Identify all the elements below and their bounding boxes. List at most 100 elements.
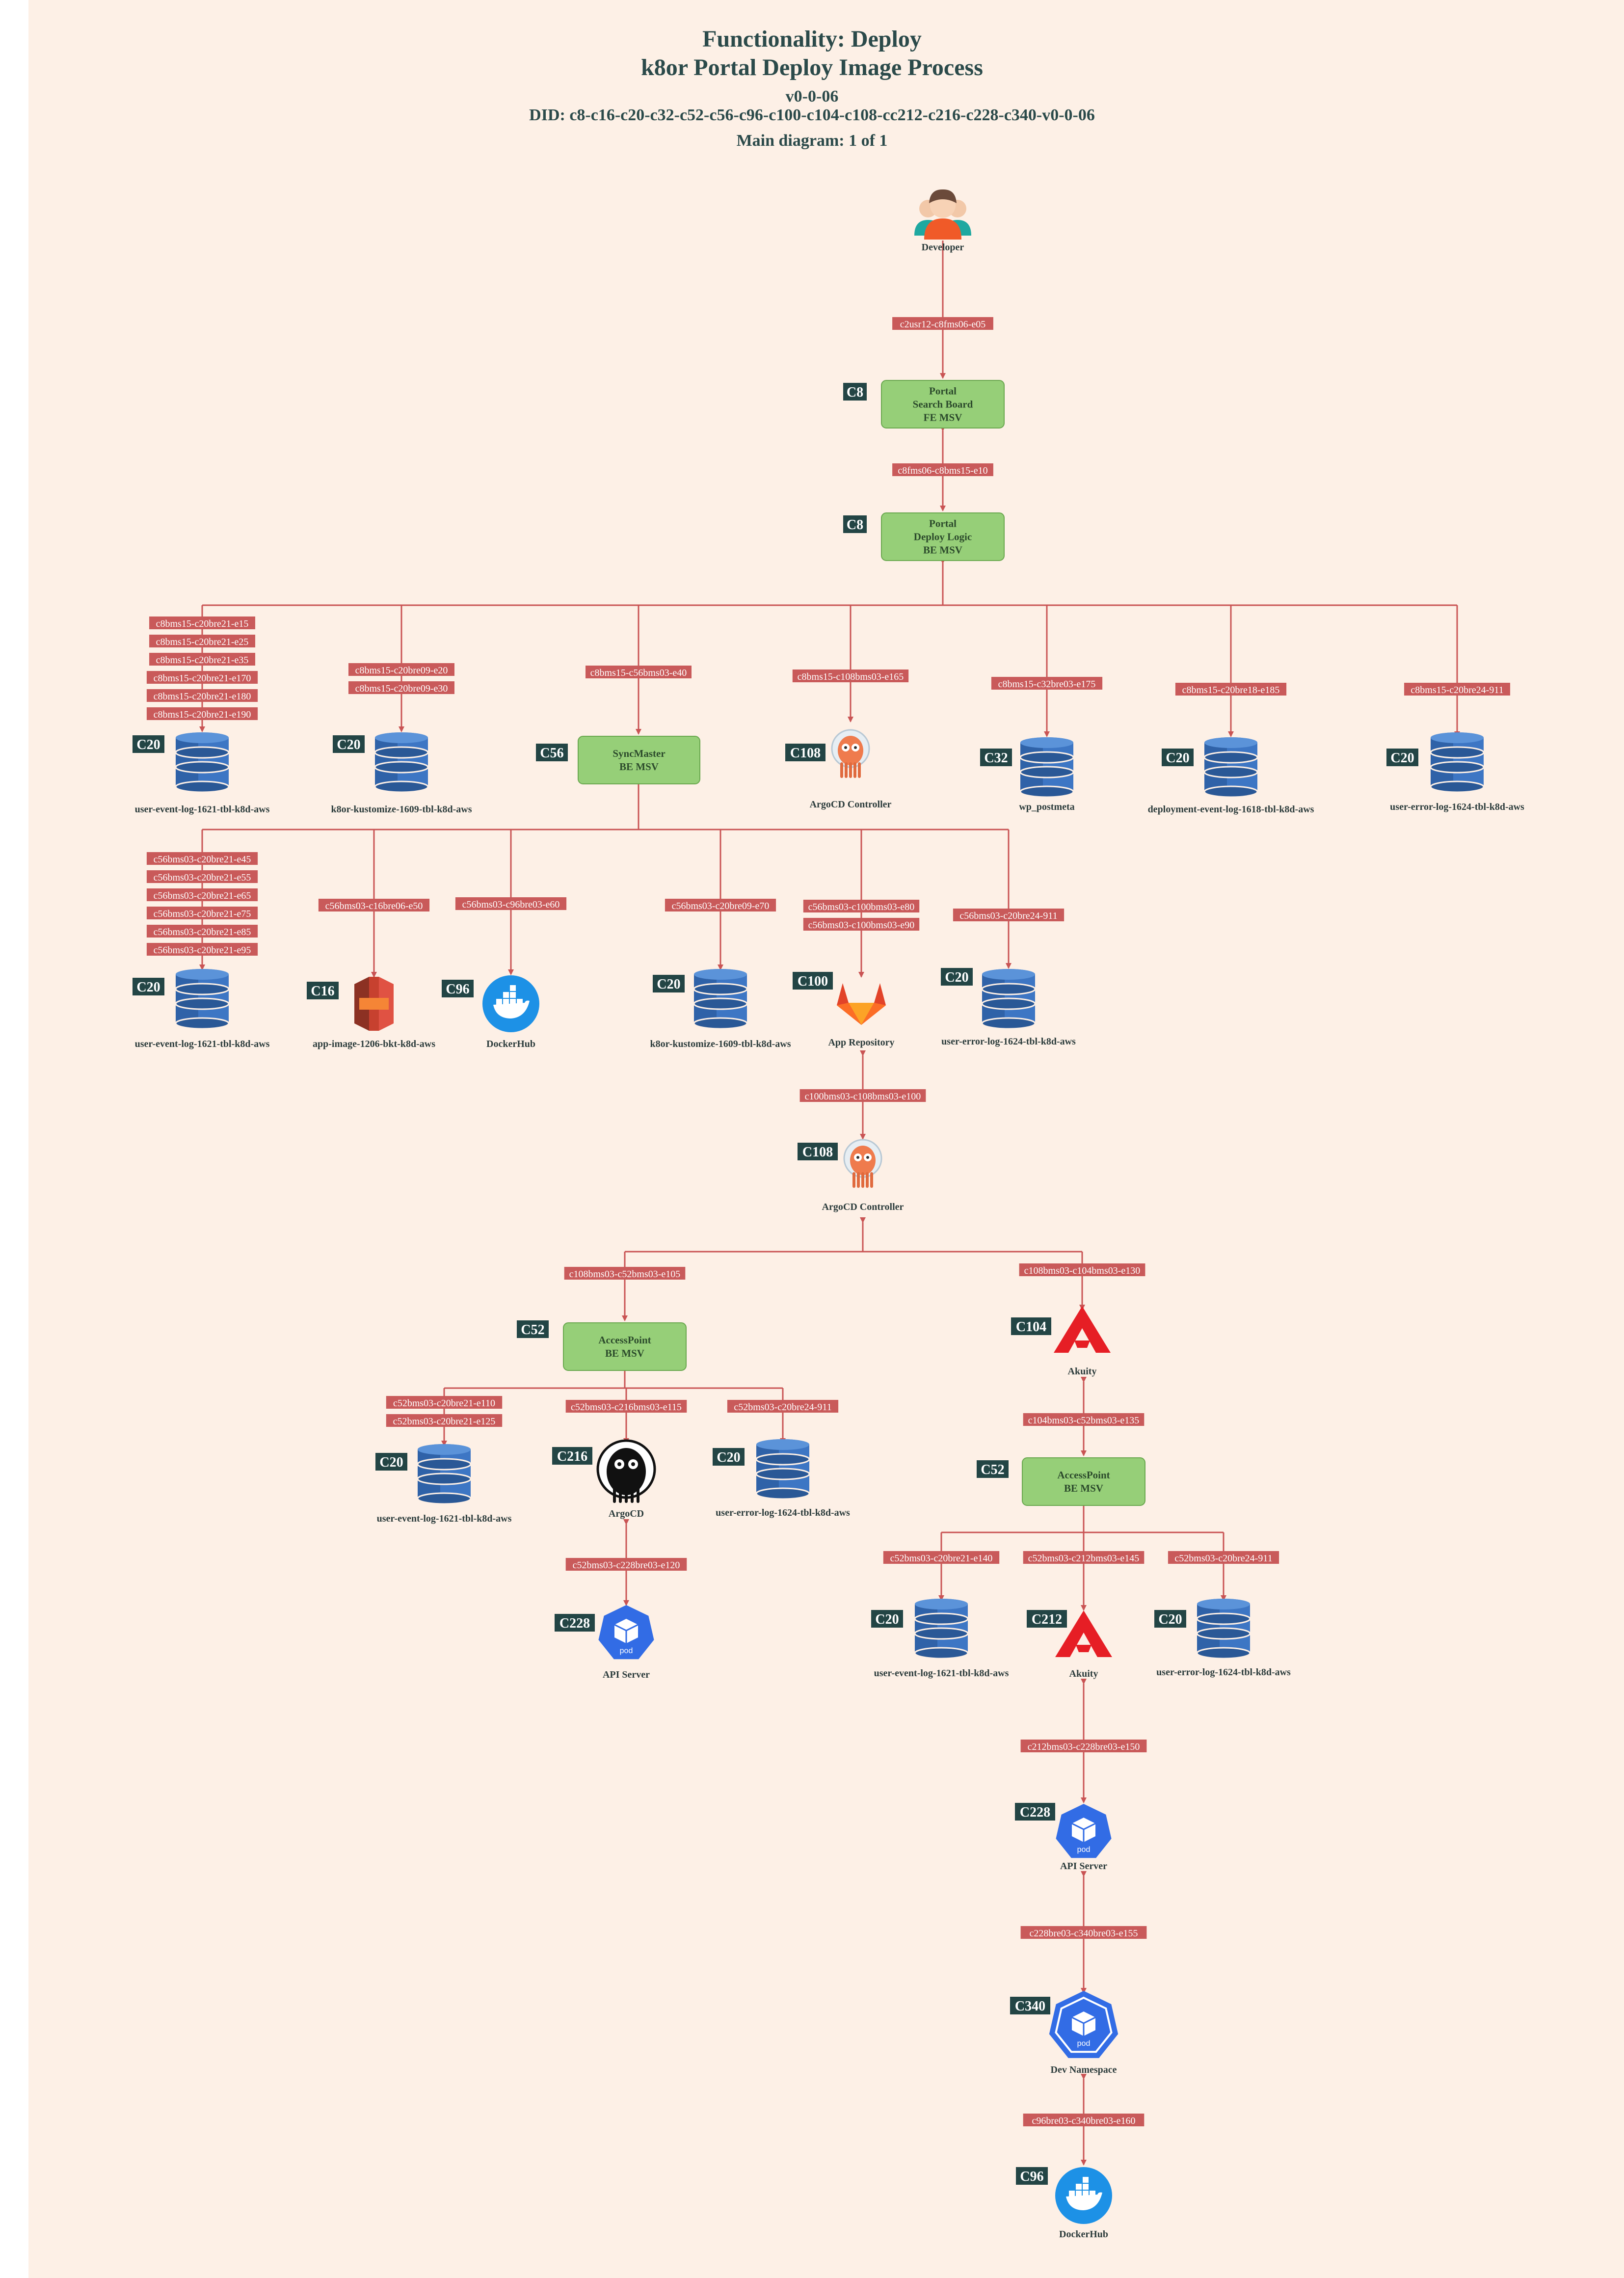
node-akuity2[interactable]: Akuity C212 bbox=[1027, 1610, 1112, 1679]
svg-text:c8bms15-c32bre03-e175: c8bms15-c32bre03-e175 bbox=[998, 679, 1096, 690]
msv-box bbox=[1022, 1457, 1145, 1506]
node-s4[interactable]: k8or-kustomize-1609-tbl-k8d-aws C20 bbox=[650, 969, 791, 1049]
svg-text:C108: C108 bbox=[802, 1145, 833, 1160]
node-sync[interactable]: SyncMaster BE MSV C56 bbox=[536, 736, 700, 784]
svg-text:C216: C216 bbox=[557, 1449, 587, 1464]
node-dh1[interactable]: DockerHub C96 bbox=[442, 975, 539, 1049]
svg-text:C56: C56 bbox=[540, 746, 563, 761]
svg-text:c56bms03-c20bre24-911: c56bms03-c20bre24-911 bbox=[959, 911, 1057, 921]
node-api2[interactable]: pod API Server C228 bbox=[1015, 1803, 1112, 1872]
dynamodb-icon bbox=[417, 1444, 472, 1505]
component-tag: C32 bbox=[980, 749, 1012, 766]
node-s6[interactable]: user-error-log-1624-tbl-k8d-aws C20 bbox=[941, 968, 1076, 1047]
svg-text:C20: C20 bbox=[717, 1450, 740, 1465]
node-gitlab[interactable]: App Repository C100 bbox=[793, 972, 895, 1048]
edge-label: c8bms15-c20bre21-e15 bbox=[149, 616, 255, 629]
svg-text:C108: C108 bbox=[790, 746, 821, 761]
node-wp[interactable]: wp_postmeta C32 bbox=[980, 737, 1075, 812]
edge-label: c228bre03-c340bre03-e155 bbox=[1020, 1926, 1147, 1939]
node-s1[interactable]: user-event-log-1621-tbl-k8d-aws C20 bbox=[133, 969, 270, 1049]
svg-text:C8: C8 bbox=[847, 385, 863, 400]
node-api1[interactable]: pod API Server C228 bbox=[555, 1605, 654, 1680]
node-a3[interactable]: user-error-log-1624-tbl-k8d-aws C20 bbox=[713, 1439, 850, 1518]
svg-text:c52bms03-c20bre24-911: c52bms03-c20bre24-911 bbox=[1174, 1553, 1272, 1564]
k8s-pod-icon: pod bbox=[598, 1605, 654, 1660]
node-argo2[interactable]: ArgoCD Controller C108 bbox=[798, 1139, 904, 1212]
node-label: App Repository bbox=[828, 1037, 894, 1048]
node-s3[interactable]: app-image-1206-bkt-k8d-aws C16 bbox=[307, 977, 435, 1049]
diagram-page-indicator: Main diagram: 1 of 1 bbox=[736, 132, 888, 150]
node-b1[interactable]: user-event-log-1621-tbl-k8d-aws C20 bbox=[871, 1599, 1009, 1679]
edge-label: c8bms15-c20bre21-e170 bbox=[146, 671, 258, 684]
svg-text:c104bms03-c52bms03-e135: c104bms03-c52bms03-e135 bbox=[1028, 1415, 1140, 1426]
dynamodb-icon bbox=[1430, 732, 1485, 793]
diagram-canvas bbox=[28, 0, 1624, 2278]
component-tag: C20 bbox=[653, 975, 685, 992]
node-argocd[interactable]: ArgoCD C216 bbox=[552, 1439, 656, 1519]
node-title: Deploy Logic bbox=[914, 531, 972, 543]
svg-text:C52: C52 bbox=[981, 1462, 1004, 1477]
dynamodb-icon bbox=[175, 969, 230, 1030]
node-label: API Server bbox=[603, 1669, 650, 1680]
node-b3[interactable]: user-error-log-1624-tbl-k8d-aws C20 bbox=[1154, 1599, 1291, 1678]
svg-text:pod: pod bbox=[1077, 2039, 1091, 2048]
gitlab-icon bbox=[837, 983, 886, 1025]
node-search[interactable]: Portal Search Board FE MSV C8 bbox=[843, 380, 1005, 429]
component-tag: C228 bbox=[555, 1614, 595, 1632]
node-label: user-event-log-1621-tbl-k8d-aws bbox=[135, 1039, 270, 1049]
node-title: BE MSV bbox=[923, 544, 962, 556]
svg-text:c8bms15-c20bre21-e15: c8bms15-c20bre21-e15 bbox=[156, 618, 249, 629]
node-r1[interactable]: user-event-log-1621-tbl-k8d-aws C20 bbox=[133, 732, 270, 815]
node-label: k8or-kustomize-1609-tbl-k8d-aws bbox=[331, 804, 472, 815]
edge-label: c52bms03-c20bre21-e110 bbox=[386, 1396, 503, 1409]
dynamodb-icon bbox=[1203, 737, 1258, 798]
edge-label: c56bms03-c100bms03-e80 bbox=[803, 900, 920, 912]
node-r7[interactable]: user-error-log-1624-tbl-k8d-aws C20 bbox=[1386, 732, 1524, 812]
node-label: deployment-event-log-1618-tbl-k8d-aws bbox=[1148, 804, 1314, 815]
node-akuity1[interactable]: Akuity C104 bbox=[1011, 1306, 1111, 1377]
edge-label: c52bms03-c20bre24-911 bbox=[1168, 1551, 1279, 1564]
akuity-icon bbox=[1054, 1306, 1111, 1353]
component-tag: C20 bbox=[713, 1448, 745, 1466]
component-tag: C52 bbox=[977, 1460, 1009, 1478]
svg-text:c228bre03-c340bre03-e155: c228bre03-c340bre03-e155 bbox=[1029, 1928, 1138, 1939]
svg-text:C8: C8 bbox=[847, 517, 863, 533]
node-title: AccessPoint bbox=[598, 1334, 651, 1346]
svg-text:c96bre03-c340bre03-e160: c96bre03-c340bre03-e160 bbox=[1032, 2116, 1135, 2126]
component-tag: C20 bbox=[1154, 1610, 1186, 1628]
svg-text:c2usr12-c8fms06-e05: c2usr12-c8fms06-e05 bbox=[900, 319, 985, 330]
svg-text:c56bms03-c20bre21-e95: c56bms03-c20bre21-e95 bbox=[154, 945, 251, 956]
akuity-icon bbox=[1055, 1610, 1112, 1657]
edge-label: c8bms15-c20bre09-e20 bbox=[348, 663, 454, 676]
component-tag: C96 bbox=[1016, 2167, 1048, 2185]
node-argo1[interactable]: ArgoCD Controller C108 bbox=[785, 729, 892, 810]
node-dev[interactable]: Developer bbox=[914, 189, 971, 253]
edge-label: c212bms03-c228bre03-e150 bbox=[1020, 1740, 1147, 1752]
node-a1[interactable]: user-event-log-1621-tbl-k8d-aws C20 bbox=[375, 1444, 512, 1524]
svg-text:c56bms03-c20bre21-e65: c56bms03-c20bre21-e65 bbox=[154, 890, 251, 901]
svg-text:c8bms15-c108bms03-e165: c8bms15-c108bms03-e165 bbox=[798, 671, 904, 682]
svg-text:pod: pod bbox=[620, 1647, 633, 1655]
node-r6[interactable]: deployment-event-log-1618-tbl-k8d-aws C20 bbox=[1148, 737, 1314, 815]
component-tag: C212 bbox=[1027, 1610, 1067, 1628]
svg-text:C20: C20 bbox=[337, 737, 360, 752]
component-tag: C20 bbox=[1386, 749, 1418, 766]
docker-icon bbox=[1055, 2167, 1112, 2224]
edge-label: c2usr12-c8fms06-e05 bbox=[892, 317, 993, 330]
node-ns[interactable]: pod Dev Namespace C340 bbox=[1010, 1991, 1118, 2075]
node-label: user-event-log-1621-tbl-k8d-aws bbox=[135, 804, 270, 815]
edge-label: c56bms03-c20bre09-e70 bbox=[665, 899, 776, 911]
edge-label: c52bms03-c20bre21-e125 bbox=[386, 1414, 503, 1427]
svg-text:c56bms03-c100bms03-e90: c56bms03-c100bms03-e90 bbox=[808, 920, 915, 931]
node-label: Developer bbox=[922, 242, 964, 253]
svg-text:c8bms15-c20bre21-e25: c8bms15-c20bre21-e25 bbox=[156, 637, 249, 647]
node-title: Search Board bbox=[913, 399, 973, 410]
svg-text:c8bms15-c20bre21-e180: c8bms15-c20bre21-e180 bbox=[154, 691, 251, 702]
node-r2[interactable]: k8or-kustomize-1609-tbl-k8d-aws C20 bbox=[331, 732, 472, 815]
k8s-pod-icon: pod bbox=[1056, 1804, 1112, 1858]
component-tag: C104 bbox=[1011, 1317, 1051, 1335]
node-dh2[interactable]: DockerHub C96 bbox=[1016, 2167, 1112, 2240]
